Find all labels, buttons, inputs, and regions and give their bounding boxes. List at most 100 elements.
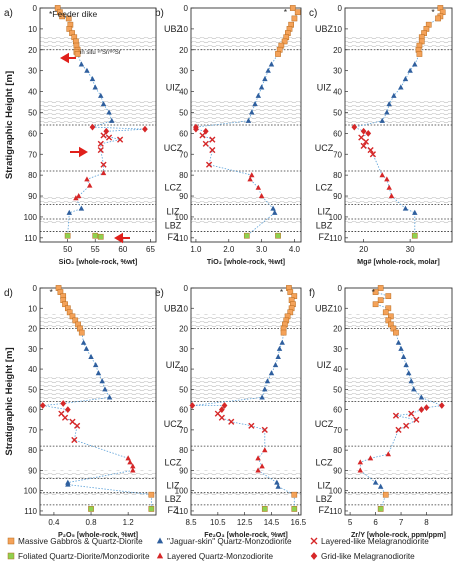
data-point [291, 491, 298, 498]
data-point [89, 123, 96, 131]
data-point [377, 506, 384, 512]
y-tick-label: 20 [333, 46, 342, 55]
data-point [386, 101, 392, 107]
series-x [358, 134, 377, 158]
data-point [372, 479, 379, 485]
zone-label: UCZ [164, 419, 183, 429]
data-point [209, 146, 216, 154]
data-point [275, 353, 281, 359]
panel-label: d) [4, 288, 13, 299]
data-point [97, 140, 104, 147]
data-point [130, 467, 136, 473]
y-tick-label: 80 [179, 446, 188, 455]
hatch-band [40, 470, 156, 479]
zone-label: FZ [168, 232, 179, 242]
data-point [367, 455, 374, 461]
data-point [64, 406, 71, 413]
legend-marker [156, 537, 164, 544]
y-tick-label: 60 [333, 129, 342, 138]
data-point [95, 370, 102, 376]
x-tick-label: 5 [348, 518, 353, 527]
data-point [78, 61, 85, 67]
data-point [218, 414, 225, 421]
y-tick-label: 0 [184, 4, 189, 13]
y-tick-label: 80 [28, 446, 37, 455]
data-point [39, 402, 46, 409]
data-point [92, 362, 99, 368]
series-x [392, 410, 420, 433]
series-diamond [418, 402, 445, 413]
data-point [395, 426, 402, 433]
data-point [66, 209, 73, 215]
data-point [247, 176, 253, 182]
y-tick-label: 30 [28, 67, 37, 76]
y-tick-label: 100 [24, 213, 38, 222]
hatch-band [191, 99, 301, 125]
data-point [392, 412, 400, 419]
data-point [268, 61, 275, 67]
x-tick-label: 12.5 [237, 518, 253, 527]
series-triangle_red [357, 451, 392, 473]
data-point [243, 232, 250, 239]
y-tick-label: 110 [329, 234, 342, 243]
data-point [117, 136, 124, 143]
y-tick-label: 50 [333, 108, 342, 117]
y-tick-label: 30 [333, 345, 342, 354]
y-tick-label: 20 [179, 46, 188, 55]
x-tick-label: 1.0 [190, 245, 202, 254]
y-axis-label: Stratigraphic Height [m] [4, 71, 15, 179]
series-square_green [243, 232, 281, 239]
x-axis-label: SiO₂ [whole-rock, %wt] [59, 257, 138, 266]
y-tick-label: 50 [28, 108, 37, 117]
x-tick-label: 50 [63, 245, 72, 254]
series-triangle [245, 61, 278, 215]
y-tick-label: 40 [28, 365, 37, 374]
data-point [59, 13, 65, 20]
x-tick-label: 7 [399, 518, 404, 527]
red-arrow-right [70, 146, 88, 158]
y-tick-label: 0 [33, 4, 38, 13]
panel-label: e) [155, 288, 164, 299]
zone-label: LBZ [316, 220, 333, 230]
data-point [148, 506, 155, 512]
data-point [391, 92, 397, 98]
data-point [65, 15, 72, 22]
y-tick-label: 70 [28, 150, 37, 159]
hatch-band [345, 99, 452, 125]
data-point [84, 176, 90, 182]
data-point [291, 15, 298, 22]
data-point [60, 400, 67, 407]
data-point [385, 293, 392, 299]
data-point [418, 406, 425, 413]
y-tick-label: 50 [333, 385, 342, 394]
data-point [103, 127, 110, 135]
data-point [265, 67, 271, 73]
data-point [372, 301, 379, 308]
y-tick-label: 100 [175, 213, 189, 222]
zone-label: UCZ [315, 419, 334, 429]
hatch-band [191, 377, 301, 402]
legend-label: Layered Quartz-Monzodiorite [167, 552, 273, 561]
data-point [412, 209, 418, 215]
data-point [274, 479, 280, 485]
asterisk: * [372, 287, 376, 297]
data-point [249, 172, 255, 178]
y-tick-label: 10 [28, 25, 37, 34]
x-tick-label: 30 [406, 245, 415, 254]
y-tick-label: 0 [338, 4, 343, 13]
series-square_green [377, 506, 384, 512]
x-tick-label: 6 [373, 518, 378, 527]
series-triangle [259, 339, 285, 489]
y-tick-label: 20 [333, 325, 342, 334]
data-point [379, 172, 385, 178]
hatch-band [191, 314, 301, 329]
hatch-band [191, 219, 301, 224]
feeder-dike-note: *Feeder dike [49, 9, 97, 19]
series-diamond [39, 400, 71, 413]
data-point [377, 297, 384, 304]
data-point [74, 422, 81, 429]
data-point [385, 451, 392, 457]
data-point [412, 61, 418, 67]
y-tick-label: 20 [28, 46, 37, 55]
series-square [54, 5, 81, 57]
